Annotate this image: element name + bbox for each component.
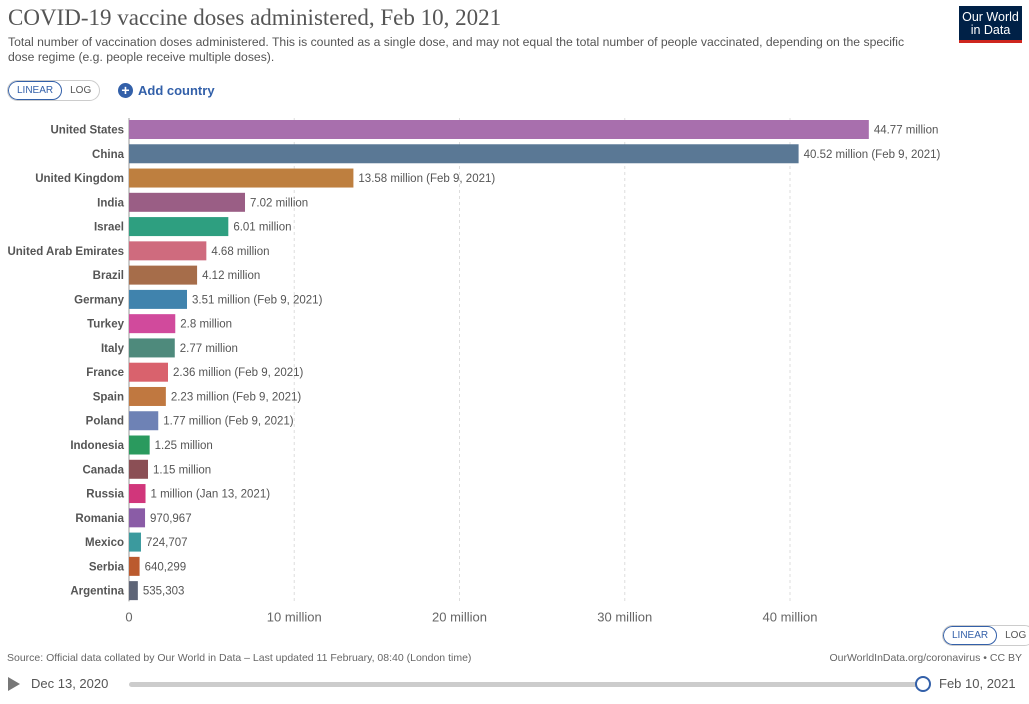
value-label: 7.02 million	[250, 197, 308, 209]
bar	[129, 265, 198, 285]
value-label: 13.58 million (Feb 9, 2021)	[358, 173, 495, 185]
bar	[129, 435, 150, 455]
bar	[129, 556, 140, 576]
value-label: 724,707	[146, 537, 188, 549]
value-label: 1.25 million	[155, 440, 213, 452]
category-label: India	[97, 197, 124, 209]
value-label: 1.77 million (Feb 9, 2021)	[163, 416, 294, 428]
logo-line-1: Our World	[962, 10, 1019, 24]
play-icon[interactable]	[8, 677, 20, 691]
bar	[129, 386, 166, 406]
value-label: 3.51 million (Feb 9, 2021)	[192, 294, 323, 306]
bar	[129, 338, 175, 358]
bar	[129, 217, 229, 237]
bar	[129, 362, 168, 382]
value-label: 4.68 million	[211, 246, 269, 258]
bar	[129, 289, 188, 309]
add-country-label: Add country	[138, 82, 215, 98]
x-tick-label: 10 million	[267, 609, 322, 624]
source-note: Source: Official data collated by Our Wo…	[7, 652, 472, 664]
category-label: Germany	[74, 294, 124, 306]
value-label: 6.01 million	[233, 222, 291, 234]
value-label: 535,303	[143, 586, 185, 598]
linear-scale-button-bottom[interactable]: LINEAR	[943, 626, 998, 645]
bar-chart: 0 10 million 20 million 30 million 40 millio…	[7, 118, 941, 624]
chart-title: COVID-19 vaccine doses administered, Feb…	[8, 5, 502, 30]
category-label: Argentina	[70, 586, 124, 598]
category-label: Romania	[75, 513, 124, 525]
log-scale-button[interactable]: LOG	[70, 85, 92, 96]
category-label: Turkey	[87, 319, 124, 331]
x-tick-label: 30 million	[597, 609, 652, 624]
timeline-start-date: Dec 13, 2020	[31, 676, 109, 691]
category-label: United Kingdom	[35, 173, 124, 185]
value-label: 640,299	[145, 561, 187, 573]
bar	[129, 144, 799, 164]
category-label: Brazil	[93, 270, 124, 282]
bar	[129, 168, 354, 188]
category-label: United States	[51, 125, 125, 137]
chart-subtitle: Total number of vaccination doses admini…	[8, 35, 905, 64]
owid-logo[interactable]: Our World in Data	[959, 6, 1022, 43]
x-tick-label: 0	[125, 609, 132, 624]
bar	[129, 484, 146, 504]
owid-link[interactable]: OurWorldInData.org/coronavirus • CC BY	[829, 652, 1022, 664]
category-label: Russia	[86, 489, 124, 501]
value-label: 2.23 million (Feb 9, 2021)	[171, 391, 302, 403]
add-country-button[interactable]: + Add country	[118, 80, 215, 100]
value-label: 2.36 million (Feb 9, 2021)	[173, 367, 304, 379]
bar	[129, 192, 246, 212]
category-label: Serbia	[89, 561, 125, 573]
timeline-end-date: Feb 10, 2021	[939, 676, 1016, 691]
bar	[129, 241, 207, 261]
linear-scale-button[interactable]: LINEAR	[8, 81, 63, 100]
category-label: Canada	[82, 464, 124, 476]
category-label: United Arab Emirates	[7, 246, 124, 258]
category-label: Spain	[93, 391, 124, 403]
category-label: France	[86, 367, 124, 379]
bar	[129, 459, 149, 479]
value-label: 970,967	[150, 513, 192, 525]
plus-icon: +	[118, 82, 133, 98]
bar	[129, 508, 146, 528]
scale-toggle-bottom: LINEAR LOG	[942, 625, 1029, 646]
timeline-track[interactable]	[129, 682, 923, 687]
timeline-handle[interactable]	[915, 676, 931, 692]
value-label: 4.12 million	[202, 270, 260, 282]
x-tick-label: 40 million	[763, 609, 818, 624]
scale-toggle-top: LINEAR LOG	[7, 80, 101, 101]
bar	[129, 532, 141, 552]
log-scale-button-bottom[interactable]: LOG	[1005, 630, 1027, 641]
value-label: 1.15 million	[153, 464, 211, 476]
value-label: 44.77 million	[874, 125, 939, 137]
category-label: Mexico	[85, 537, 124, 549]
bar	[129, 581, 138, 601]
category-label: Israel	[94, 222, 124, 234]
category-label: China	[92, 149, 125, 161]
logo-line-2: in Data	[970, 23, 1011, 37]
category-label: Poland	[86, 416, 124, 428]
category-label: Italy	[101, 343, 125, 355]
category-label: Indonesia	[70, 440, 124, 452]
value-label: 2.8 million	[180, 319, 232, 331]
value-label: 1 million (Jan 13, 2021)	[151, 489, 271, 501]
x-tick-label: 20 million	[432, 609, 487, 624]
timeline: Dec 13, 2020 Feb 10, 2021	[0, 672, 1029, 698]
bar	[129, 120, 869, 139]
bar	[129, 411, 159, 431]
value-label: 2.77 million	[180, 343, 238, 355]
bar	[129, 314, 176, 334]
value-label: 40.52 million (Feb 9, 2021)	[804, 149, 941, 161]
